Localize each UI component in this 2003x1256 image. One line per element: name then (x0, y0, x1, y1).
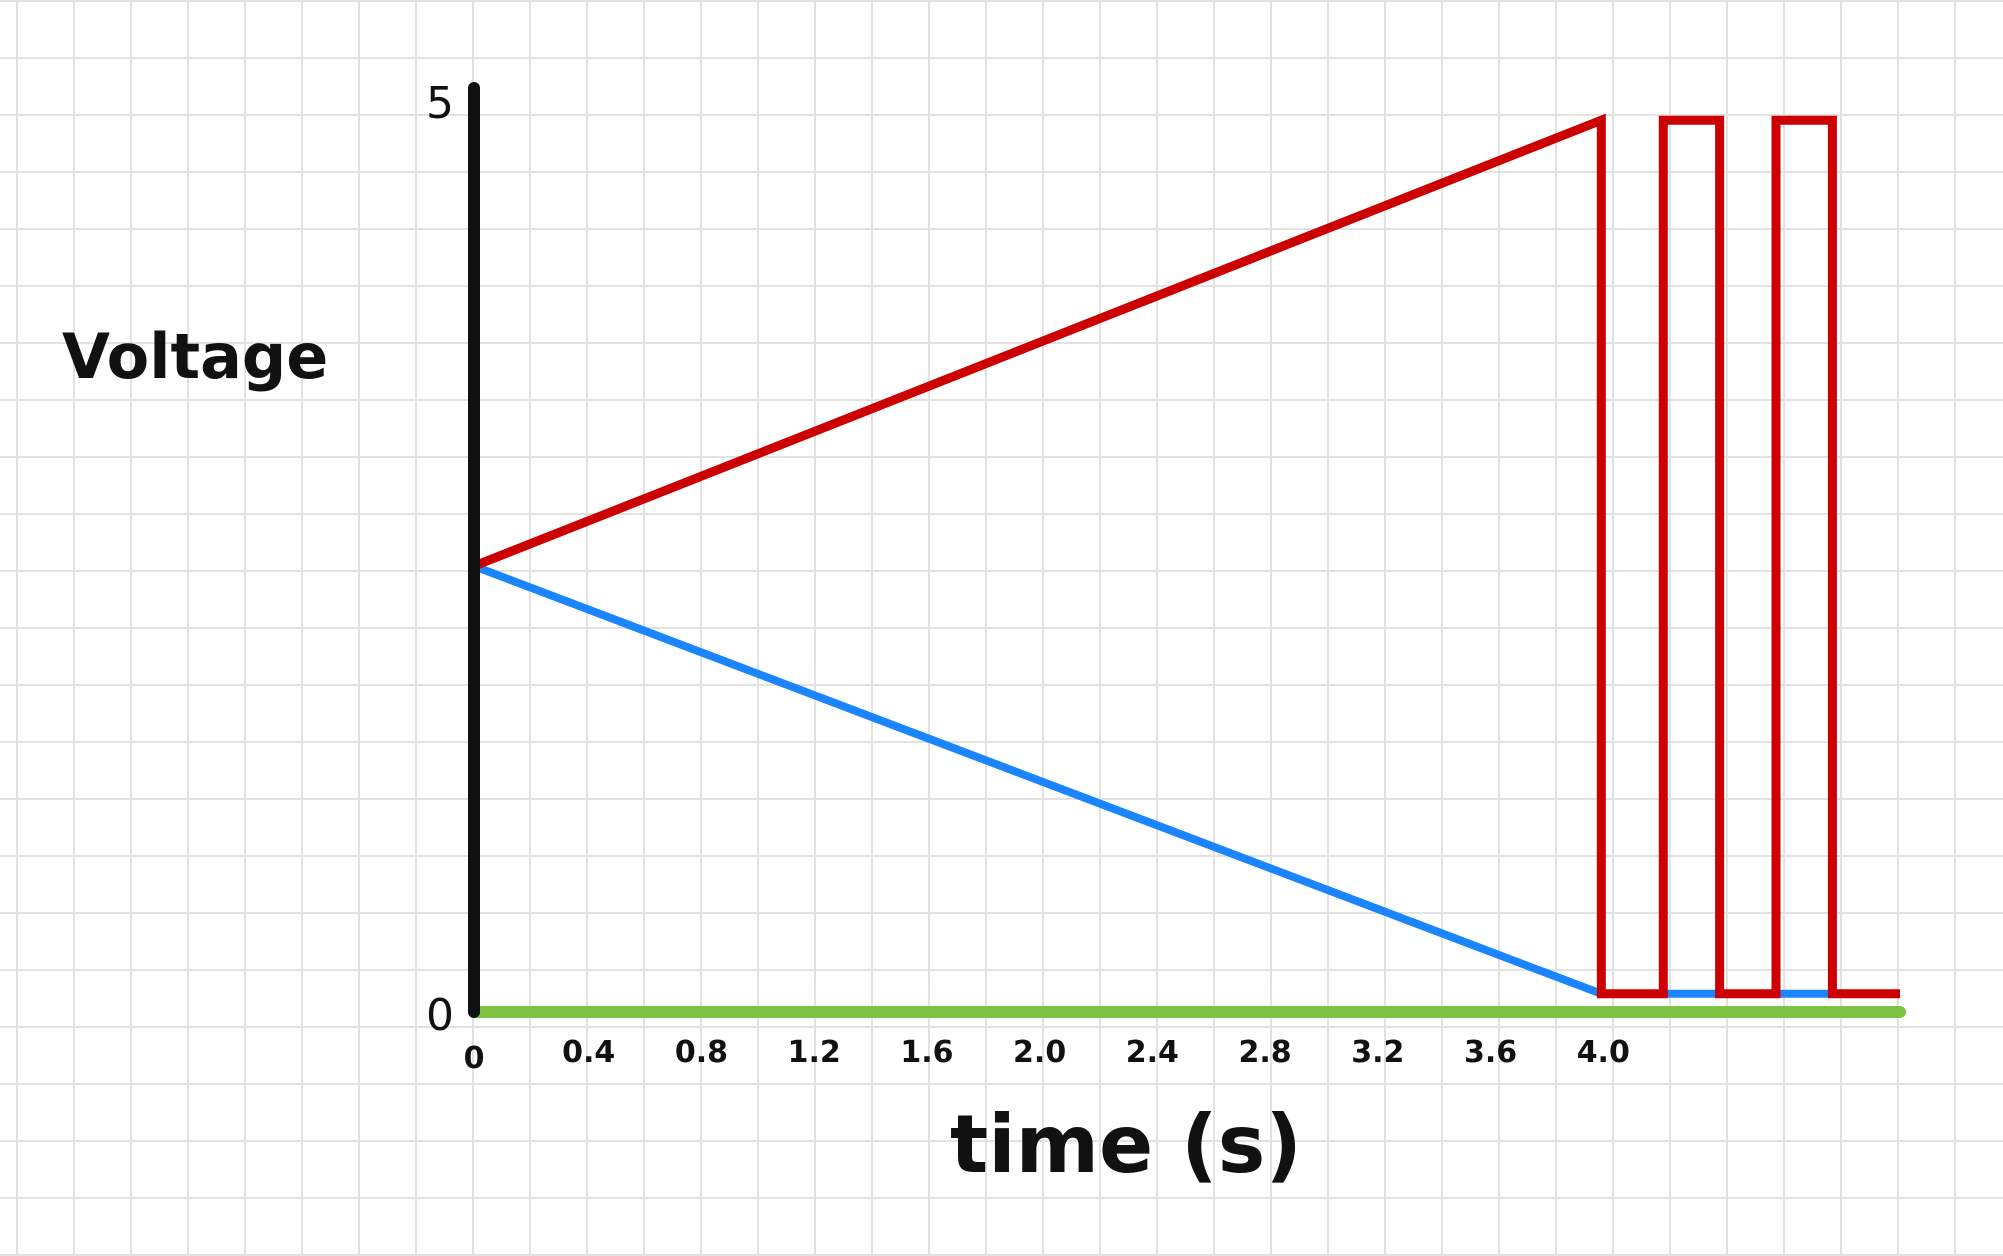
x-tick-label: 2.8 (1239, 1035, 1292, 1070)
x-tick-label: 0.8 (675, 1035, 728, 1070)
series-line-1 (472, 562, 1900, 998)
x-axis-title: time (s) (950, 1098, 1302, 1191)
x-tick-label: 3.2 (1351, 1035, 1404, 1070)
x-tick-label: 2.4 (1126, 1035, 1179, 1070)
series-layer (468, 113, 1906, 1018)
x-tick-label: 2.0 (1013, 1035, 1066, 1070)
y-tick-labels: 05 (426, 78, 454, 1041)
y-tick-label: 5 (426, 78, 454, 129)
series-line-0 (472, 113, 1900, 999)
y-axis-title: Voltage (62, 320, 328, 393)
x-tick-label: 0.4 (562, 1035, 615, 1070)
x-tick-label: 0 (464, 1041, 485, 1076)
y-tick-label: 0 (426, 990, 454, 1041)
x-tick-labels: 0 0.4 0.8 1.2 1.6 2.0 2.4 2.8 3.2 3.6 4.0 (464, 1035, 1630, 1076)
x-tick-label: 4.0 (1577, 1035, 1630, 1070)
x-tick-label: 1.2 (788, 1035, 841, 1070)
x-tick-label: 1.6 (900, 1035, 953, 1070)
x-tick-label: 3.6 (1464, 1035, 1517, 1070)
